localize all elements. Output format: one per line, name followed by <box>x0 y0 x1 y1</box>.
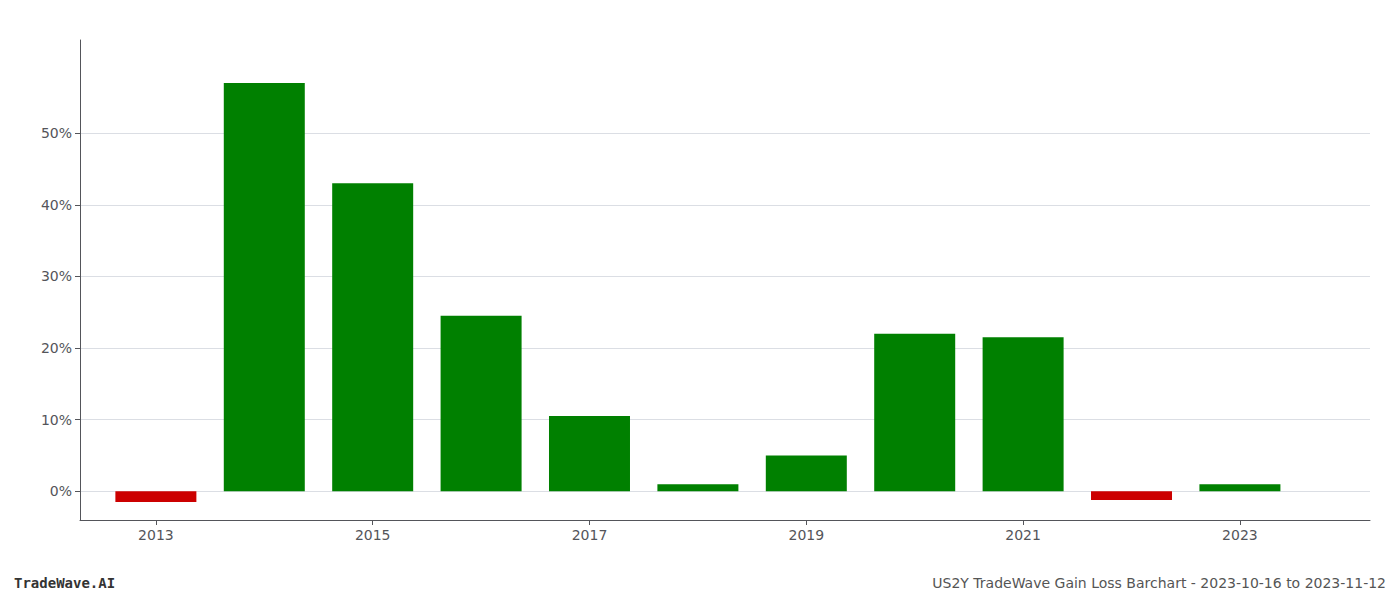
svg-text:0%: 0% <box>50 483 72 499</box>
svg-text:2017: 2017 <box>572 527 608 543</box>
svg-text:2021: 2021 <box>1005 527 1041 543</box>
svg-text:40%: 40% <box>41 197 72 213</box>
svg-text:2015: 2015 <box>355 527 391 543</box>
svg-text:50%: 50% <box>41 125 72 141</box>
svg-text:10%: 10% <box>41 412 72 428</box>
svg-text:30%: 30% <box>41 268 72 284</box>
svg-text:US2Y TradeWave Gain Loss Barch: US2Y TradeWave Gain Loss Barchart - 2023… <box>932 575 1386 591</box>
svg-text:2023: 2023 <box>1222 527 1258 543</box>
svg-text:2013: 2013 <box>138 527 174 543</box>
svg-text:20%: 20% <box>41 340 72 356</box>
svg-text:2019: 2019 <box>788 527 824 543</box>
svg-text:TradeWave.AI: TradeWave.AI <box>14 575 115 591</box>
